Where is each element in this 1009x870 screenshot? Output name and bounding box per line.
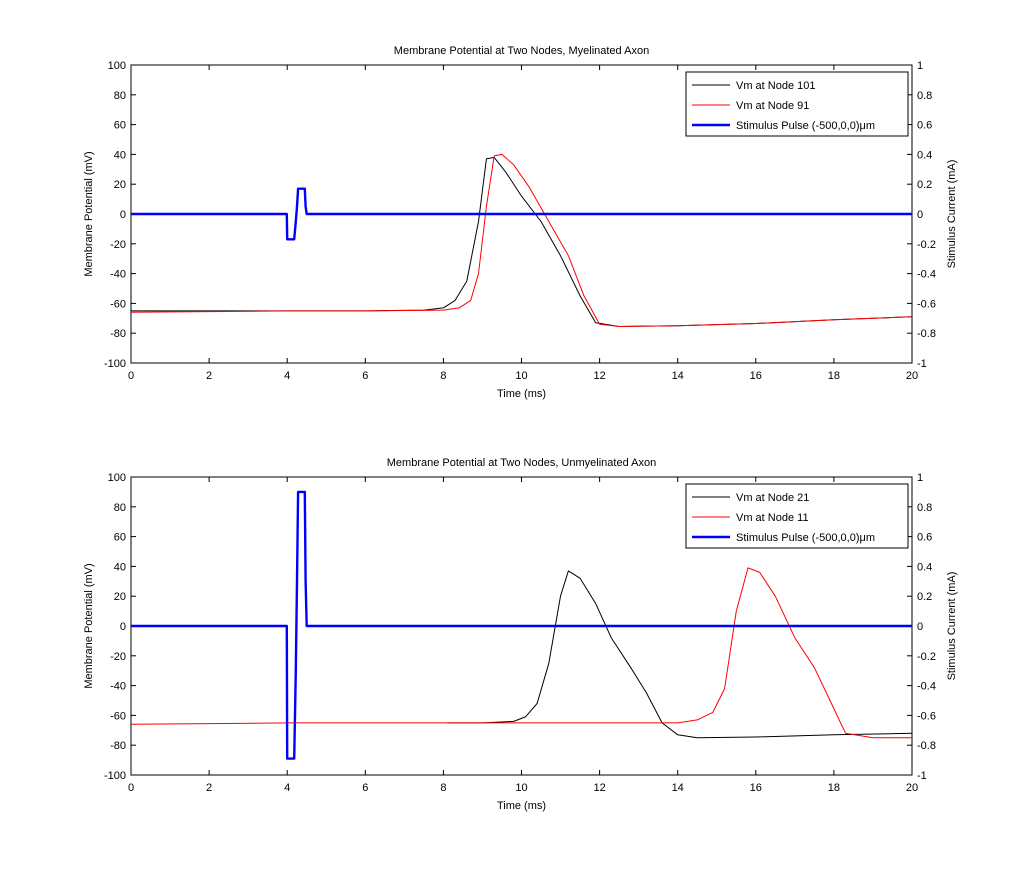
x-tick-label: 10: [515, 782, 527, 794]
y2-tick-label: 0: [917, 621, 923, 633]
x-tick-label: 8: [440, 782, 446, 794]
y-tick-label: -20: [110, 239, 126, 251]
x-tick-label: 20: [906, 782, 918, 794]
x-tick-label: 8: [440, 370, 446, 382]
x-tick-label: 18: [828, 782, 840, 794]
x-tick-label: 10: [515, 370, 527, 382]
y-tick-label: 80: [114, 502, 126, 514]
y2-tick-label: 0.8: [917, 90, 932, 102]
y-tick-label: -20: [110, 651, 126, 663]
y2-tick-label: 0.4: [917, 561, 932, 573]
y2-tick-label: 0.2: [917, 179, 932, 191]
y2-tick-label: 0.8: [917, 502, 932, 514]
series-line-1: [447, 570, 912, 739]
y-tick-label: -80: [110, 328, 126, 340]
x-tick-label: 6: [362, 370, 368, 382]
y-tick-label: -60: [110, 298, 126, 310]
y2-tick-label: -0.8: [917, 328, 936, 340]
y2-tick-label: -0.4: [917, 681, 936, 693]
x-tick-label: 0: [128, 370, 134, 382]
x-tick-label: 16: [750, 782, 762, 794]
y-tick-label: -100: [104, 358, 126, 370]
legend-entry: Vm at Node 21: [736, 492, 809, 504]
x-tick-label: 0: [128, 782, 134, 794]
y-tick-label: 20: [114, 591, 126, 603]
y2-tick-label: -0.6: [917, 710, 936, 722]
series-line-3: [131, 490, 912, 760]
legend-entry: Vm at Node 91: [736, 100, 809, 112]
x-tick-label: 4: [284, 782, 290, 794]
legend: Vm at Node 21 Vm at Node 11 Stimulus Pulse…: [685, 483, 909, 549]
chart-title: Membrane Potential at Two Nodes, Unmyeli…: [387, 457, 656, 469]
y2-tick-label: 0.6: [917, 532, 932, 544]
y-tick-label: 80: [114, 90, 126, 102]
chart-panel-1: 0 2 4 6 8 10 12 14 16 18 20-100-80-60-40-200204060…: [83, 45, 958, 400]
y2-tick-label: -0.2: [917, 239, 936, 251]
y-tick-label: 100: [108, 60, 126, 72]
legend: Vm at Node 101 Vm at Node 91 Stimulus Puls…: [685, 71, 909, 137]
y-tick-label: 40: [114, 149, 126, 161]
y-axis-label: Membrane Potential (mV): [83, 563, 95, 688]
legend-entry: Stimulus Pulse (-500,0,0)μm: [736, 120, 875, 132]
y-tick-label: 60: [114, 532, 126, 544]
x-tick-label: 20: [906, 370, 918, 382]
x-tick-label: 14: [672, 782, 684, 794]
x-tick-label: 2: [206, 782, 212, 794]
chart-panel-2: 0 2 4 6 8 10 12 14 16 18 20-100-80-60-40-200204060…: [83, 457, 958, 812]
y2-tick-label: 1: [917, 472, 923, 484]
series-line-2: [131, 567, 912, 739]
y2-tick-label: -1: [917, 770, 927, 782]
y-tick-label: 20: [114, 179, 126, 191]
x-tick-label: 16: [750, 370, 762, 382]
y-tick-label: -60: [110, 710, 126, 722]
y2-axis-label: Stimulus Current (mA): [946, 160, 958, 269]
y2-axis-label: Stimulus Current (mA): [946, 572, 958, 681]
y-tick-label: -80: [110, 740, 126, 752]
legend-entry: Stimulus Pulse (-500,0,0)μm: [736, 532, 875, 544]
y2-tick-label: 1: [917, 60, 923, 72]
y2-tick-label: -0.2: [917, 651, 936, 663]
x-axis-label: Time (ms): [497, 800, 546, 812]
y2-tick-label: -0.6: [917, 298, 936, 310]
y2-tick-label: 0.4: [917, 149, 932, 161]
series-group: [131, 490, 912, 760]
y-axis-label: Membrane Potential (mV): [83, 151, 95, 276]
y-tick-label: 100: [108, 472, 126, 484]
x-tick-label: 12: [593, 370, 605, 382]
y2-tick-label: -0.8: [917, 740, 936, 752]
legend-entry: Vm at Node 11: [736, 512, 809, 524]
x-tick-label: 4: [284, 370, 290, 382]
y-tick-label: 0: [120, 621, 126, 633]
chart-title: Membrane Potential at Two Nodes, Myelina…: [394, 45, 649, 57]
y2-tick-label: -0.4: [917, 269, 936, 281]
x-tick-label: 18: [828, 370, 840, 382]
y-tick-label: 40: [114, 561, 126, 573]
y-tick-label: 60: [114, 120, 126, 132]
y2-tick-label: -1: [917, 358, 927, 370]
series-line-3: [131, 187, 912, 241]
y2-tick-label: 0.2: [917, 591, 932, 603]
x-tick-label: 2: [206, 370, 212, 382]
y2-tick-label: 0: [917, 209, 923, 221]
y-tick-label: -40: [110, 681, 126, 693]
y-tick-label: -40: [110, 269, 126, 281]
x-tick-label: 14: [672, 370, 684, 382]
y-tick-label: 0: [120, 209, 126, 221]
series-line-2: [131, 153, 912, 327]
y-tick-label: -100: [104, 770, 126, 782]
series-group: [131, 153, 912, 327]
y2-tick-label: 0.6: [917, 120, 932, 132]
x-axis-label: Time (ms): [497, 388, 546, 400]
legend-entry: Vm at Node 101: [736, 80, 816, 92]
x-tick-label: 6: [362, 782, 368, 794]
x-tick-label: 12: [593, 782, 605, 794]
